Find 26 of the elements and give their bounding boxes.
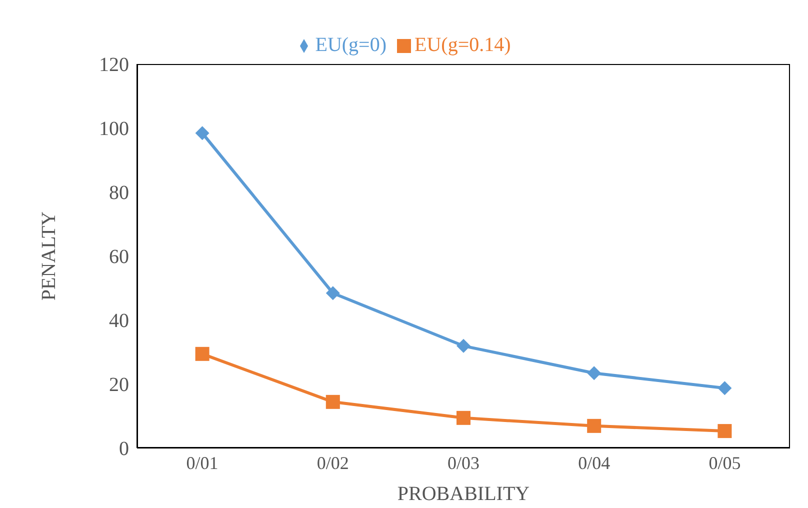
y-tick-label: 100: [99, 118, 129, 140]
y-tick-label: 80: [109, 182, 129, 204]
point: [587, 366, 602, 380]
point: [718, 424, 732, 438]
point: [326, 394, 340, 409]
point: [326, 286, 340, 300]
x-tick-label: 0/03: [447, 452, 480, 473]
y-tick-label: 60: [109, 246, 129, 268]
legend-label: EU(g=0): [315, 34, 386, 56]
y-tick-label: 40: [109, 310, 129, 332]
legend-label: EU(g=0.14): [414, 34, 511, 56]
x-axis-title: PROBABILITY: [397, 483, 530, 505]
x-tick-label: 0/01: [186, 452, 218, 473]
point: [456, 410, 470, 425]
y-axis-title: PENALTY: [38, 211, 60, 301]
point: [195, 126, 210, 140]
point: [456, 338, 470, 353]
point: [587, 418, 602, 433]
y-tick-label: 120: [99, 54, 129, 76]
y-tick-label: 0: [119, 438, 129, 460]
x-tick-label: 0/04: [578, 452, 610, 473]
x-tick-label: 0/02: [316, 452, 349, 473]
y-tick-label: 20: [109, 374, 129, 396]
x-tick-label: 0/05: [708, 452, 741, 473]
point: [718, 381, 732, 396]
point: [195, 346, 210, 361]
